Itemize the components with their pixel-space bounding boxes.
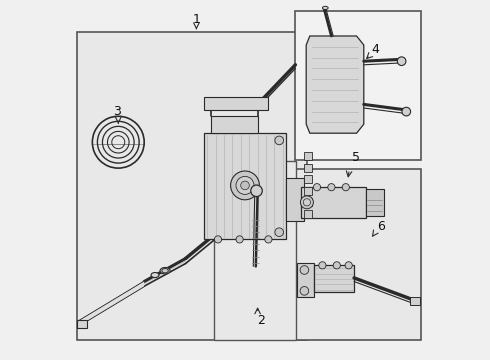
Bar (215, 161, 296, 340)
Text: 4: 4 (371, 43, 379, 56)
Bar (204, 97, 269, 110)
Bar (204, 133, 286, 239)
Bar (410, 297, 420, 305)
Circle shape (402, 107, 411, 116)
Circle shape (333, 262, 341, 269)
Bar (77, 32, 307, 340)
Bar (304, 198, 312, 206)
Ellipse shape (322, 6, 328, 9)
Ellipse shape (162, 269, 169, 273)
Circle shape (300, 196, 314, 209)
Text: 6: 6 (377, 220, 385, 233)
Bar (295, 11, 421, 160)
Circle shape (303, 199, 311, 206)
Circle shape (265, 236, 272, 243)
Bar (304, 152, 312, 160)
Text: 1: 1 (193, 13, 200, 26)
Circle shape (241, 181, 249, 190)
Circle shape (275, 136, 284, 145)
Circle shape (251, 185, 262, 197)
Circle shape (319, 262, 326, 269)
Text: 2: 2 (257, 314, 265, 327)
Bar (211, 116, 258, 133)
Circle shape (275, 228, 284, 237)
Bar (301, 187, 366, 218)
Circle shape (300, 287, 309, 295)
Bar (304, 164, 312, 172)
Bar (366, 189, 384, 216)
Ellipse shape (160, 267, 170, 274)
Bar (304, 175, 312, 183)
Circle shape (236, 236, 243, 243)
Circle shape (236, 176, 254, 194)
Circle shape (345, 262, 352, 269)
Bar (295, 169, 421, 340)
Circle shape (397, 57, 406, 66)
Circle shape (300, 266, 309, 274)
Bar (304, 210, 312, 218)
Ellipse shape (151, 273, 159, 278)
Polygon shape (79, 282, 144, 326)
Text: 3: 3 (113, 105, 121, 118)
Bar (286, 178, 304, 221)
Circle shape (342, 184, 349, 191)
Circle shape (231, 171, 259, 200)
Text: 5: 5 (352, 151, 360, 164)
Bar (297, 263, 315, 297)
Circle shape (328, 184, 335, 191)
Bar (304, 187, 312, 195)
Circle shape (215, 236, 221, 243)
Polygon shape (306, 36, 364, 133)
Bar (77, 320, 87, 328)
Bar (315, 265, 354, 292)
Circle shape (314, 184, 320, 191)
